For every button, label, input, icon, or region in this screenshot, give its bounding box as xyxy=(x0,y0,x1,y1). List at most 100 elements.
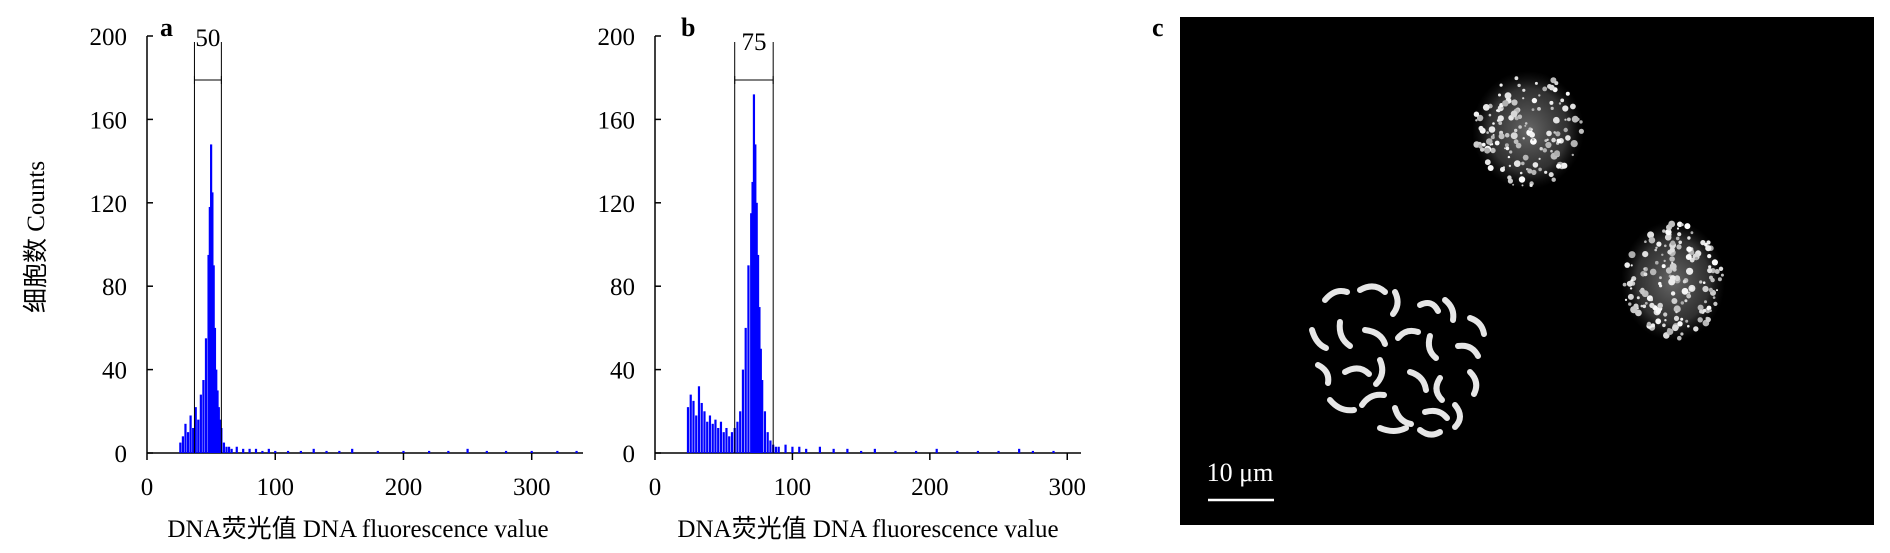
y-axis-title: 细胞数 Counts xyxy=(22,161,50,313)
chromatin-spot xyxy=(1513,160,1521,168)
chromatin-spot xyxy=(1686,246,1692,252)
y-tick-label: 40 xyxy=(102,358,127,385)
chromatin-spot xyxy=(1690,231,1694,235)
y-ticks-a: 0 40 80 120 160 200 xyxy=(90,24,153,468)
x-tick-label: 100 xyxy=(256,474,294,501)
chromatin-spot xyxy=(1496,109,1499,112)
chromatin-spot xyxy=(1661,264,1666,269)
chromatin-spot xyxy=(1650,298,1653,302)
y-tick-label: 0 xyxy=(115,441,128,468)
histogram-bar xyxy=(248,448,251,453)
chromatin-spot xyxy=(1655,246,1658,249)
chromatin-spot xyxy=(1484,159,1491,166)
histogram-bar xyxy=(774,446,778,453)
chromatin-spot xyxy=(1478,144,1483,149)
chromatin-spot xyxy=(1681,287,1689,295)
histogram-bar xyxy=(697,386,701,453)
chromatin-spot xyxy=(1675,310,1678,314)
chromatin-spot xyxy=(1707,254,1712,259)
histogram-bar xyxy=(873,448,876,453)
chromatin-spot xyxy=(1504,143,1509,148)
x-tick-label: 300 xyxy=(1049,474,1087,501)
chromatin-spot xyxy=(1664,319,1667,322)
chromatin-spot xyxy=(1640,290,1645,295)
chromatin-spot xyxy=(1560,98,1565,103)
histogram-bar xyxy=(751,181,754,453)
chromatin-spot xyxy=(1579,120,1583,124)
chromatin-spot xyxy=(1519,171,1523,175)
chromatin-spot xyxy=(1550,106,1554,110)
chromatin-spot xyxy=(1531,169,1537,175)
chromatin-spot xyxy=(1484,147,1491,154)
histogram-bar xyxy=(700,402,703,453)
chromatin-spot xyxy=(1716,289,1718,292)
chromatin-spot xyxy=(1486,131,1489,134)
histogram-bar xyxy=(194,407,197,453)
chromatin-spot xyxy=(1628,302,1632,306)
chromatin-spot xyxy=(1706,240,1711,245)
chromatin-spot xyxy=(1553,131,1556,134)
chromatin-spot xyxy=(1545,141,1552,149)
chromatin-spot xyxy=(1697,304,1704,311)
histogram-bars-b xyxy=(686,94,1055,454)
chromatin-spot xyxy=(1546,130,1552,137)
histogram-bar xyxy=(197,419,200,453)
histogram-bar xyxy=(756,254,760,453)
chromatin-spot xyxy=(1499,83,1503,87)
chromatin-spot xyxy=(1663,259,1666,263)
chromatin-spot xyxy=(1664,244,1667,248)
chromatin-spot xyxy=(1556,163,1562,169)
chromatin-spot xyxy=(1565,135,1571,141)
chromatin-spot xyxy=(1513,139,1519,145)
chromatin-spot xyxy=(1671,298,1678,304)
panel-b-letter: b xyxy=(681,13,695,42)
histogram-bar xyxy=(402,450,405,453)
chromatin-spot xyxy=(1482,104,1490,111)
histogram-bar xyxy=(1031,450,1035,453)
chromatin-spot xyxy=(1475,119,1478,122)
chromatin-spot xyxy=(1670,240,1676,246)
chromatin-spot xyxy=(1570,140,1578,148)
chromatin-spot xyxy=(1504,92,1512,100)
chromatin-spot xyxy=(1510,132,1518,140)
chromatin-spot xyxy=(1524,124,1527,127)
chromatin-spot xyxy=(1508,164,1512,168)
chromatin-spot xyxy=(1514,128,1518,133)
chromatin-spot xyxy=(1542,86,1548,92)
chromatin-spot xyxy=(1649,268,1657,276)
histogram-bar xyxy=(703,411,706,453)
chromatin-spot xyxy=(1524,122,1528,125)
chromatin-spot xyxy=(1478,125,1484,131)
histogram-bar xyxy=(504,450,508,453)
histogram-bar xyxy=(832,448,835,453)
chromatin-spot xyxy=(1689,286,1694,291)
chromatin-spot xyxy=(1700,240,1706,246)
y-tick-label: 0 xyxy=(623,441,636,468)
chromatin-spot xyxy=(1546,138,1549,141)
histogram-bar xyxy=(818,446,822,453)
chromatin-spot xyxy=(1544,170,1548,174)
histogram-bar xyxy=(254,448,258,453)
chromatin-spot xyxy=(1515,142,1522,149)
chromatin-spot xyxy=(1684,299,1688,303)
chromatin-spot xyxy=(1518,176,1526,183)
chromatin-spot xyxy=(1707,267,1713,274)
chromatin-spot xyxy=(1643,267,1646,270)
histogram-bar xyxy=(189,415,192,453)
chromatin-spot xyxy=(1571,115,1579,123)
chromatin-spot xyxy=(1687,236,1691,240)
chromatin-spot xyxy=(1668,278,1676,286)
histogram-bar xyxy=(447,450,450,453)
chromatin-spot xyxy=(1494,140,1500,146)
chromatin-spot xyxy=(1555,131,1561,137)
chromatin-spot xyxy=(1661,253,1664,256)
chromatin-spot xyxy=(1644,240,1647,243)
chromatin-spot xyxy=(1489,143,1492,146)
chromatin-spot xyxy=(1654,248,1657,252)
histogram-bar xyxy=(758,307,761,453)
histogram-bar xyxy=(225,446,228,453)
chromatin-spot xyxy=(1680,301,1685,305)
chromatin-spot xyxy=(1629,287,1633,290)
panel-a-letter: a xyxy=(160,13,173,42)
micrograph-panel-c: c xyxy=(1152,13,1874,525)
